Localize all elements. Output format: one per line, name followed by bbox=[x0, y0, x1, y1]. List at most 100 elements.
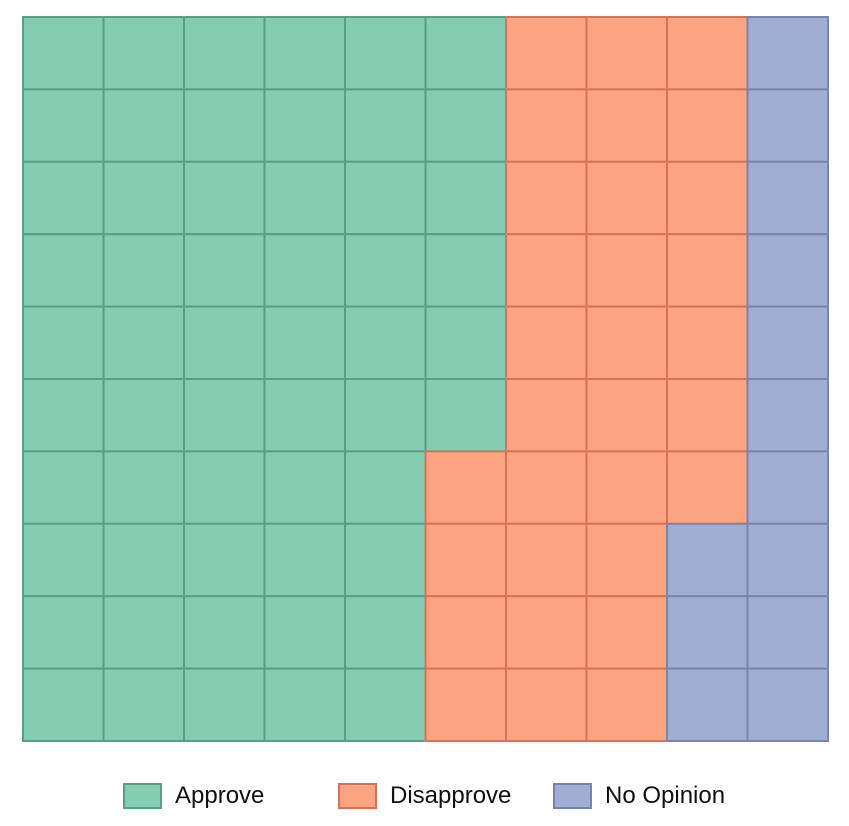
waffle-cell-disapprove bbox=[505, 88, 588, 163]
waffle-cells bbox=[22, 16, 829, 742]
waffle-cell-approve bbox=[102, 16, 185, 91]
waffle-cell-approve bbox=[22, 16, 105, 91]
legend-swatch-no-opinion bbox=[553, 783, 592, 809]
waffle-cell-no-opinion bbox=[746, 667, 829, 742]
waffle-cell-disapprove bbox=[505, 595, 588, 670]
legend-swatch-approve bbox=[123, 783, 162, 809]
legend-item-approve: Approve bbox=[123, 782, 264, 809]
waffle-cell-approve bbox=[263, 160, 346, 236]
waffle-cell-disapprove bbox=[505, 16, 588, 91]
waffle-cell-disapprove bbox=[666, 450, 749, 525]
waffle-cell-no-opinion bbox=[746, 160, 829, 236]
waffle-cell-disapprove bbox=[505, 305, 588, 381]
waffle-cell-disapprove bbox=[585, 160, 668, 236]
waffle-cell-no-opinion bbox=[746, 233, 829, 308]
waffle-cell-disapprove bbox=[424, 522, 507, 598]
waffle-cell-disapprove bbox=[505, 667, 588, 742]
waffle-cell-approve bbox=[183, 16, 266, 91]
waffle-cell-approve bbox=[344, 160, 427, 236]
waffle-cell-no-opinion bbox=[746, 522, 829, 598]
legend: Approve Disapprove No Opinion bbox=[123, 782, 725, 809]
waffle-cell-disapprove bbox=[424, 450, 507, 525]
waffle-cell-disapprove bbox=[585, 522, 668, 598]
waffle-cell-approve bbox=[102, 667, 185, 742]
waffle-cell-approve bbox=[102, 595, 185, 670]
waffle-cell-approve bbox=[263, 88, 346, 163]
waffle-cell-no-opinion bbox=[746, 450, 829, 525]
waffle-cell-approve bbox=[344, 450, 427, 525]
waffle-cell-approve bbox=[344, 378, 427, 453]
waffle-cell-no-opinion bbox=[666, 595, 749, 670]
waffle-cell-approve bbox=[263, 305, 346, 381]
waffle-cell-approve bbox=[183, 233, 266, 308]
waffle-cell-disapprove bbox=[505, 378, 588, 453]
waffle-cell-approve bbox=[424, 378, 507, 453]
waffle-cell-approve bbox=[344, 305, 427, 381]
waffle-cell-approve bbox=[183, 305, 266, 381]
waffle-cell-approve bbox=[183, 450, 266, 525]
waffle-cell-disapprove bbox=[666, 233, 749, 308]
legend-item-no-opinion: No Opinion bbox=[553, 782, 725, 809]
waffle-cell-approve bbox=[22, 305, 105, 381]
waffle-cell-approve bbox=[22, 450, 105, 525]
waffle-cell-no-opinion bbox=[746, 16, 829, 91]
waffle-cell-disapprove bbox=[424, 667, 507, 742]
waffle-cell-approve bbox=[183, 378, 266, 453]
waffle-cell-disapprove bbox=[505, 233, 588, 308]
waffle-cell-approve bbox=[22, 160, 105, 236]
waffle-cell-disapprove bbox=[666, 16, 749, 91]
waffle-cell-approve bbox=[183, 667, 266, 742]
waffle-cell-disapprove bbox=[666, 305, 749, 381]
waffle-cell-approve bbox=[22, 667, 105, 742]
waffle-cell-approve bbox=[102, 378, 185, 453]
waffle-cell-disapprove bbox=[585, 378, 668, 453]
waffle-cell-disapprove bbox=[505, 450, 588, 525]
waffle-cell-approve bbox=[183, 88, 266, 163]
waffle-cell-approve bbox=[344, 522, 427, 598]
waffle-cell-approve bbox=[22, 595, 105, 670]
waffle-cell-no-opinion bbox=[746, 378, 829, 453]
waffle-cell-approve bbox=[183, 595, 266, 670]
waffle-cell-approve bbox=[102, 305, 185, 381]
waffle-cell-approve bbox=[424, 16, 507, 91]
waffle-cell-approve bbox=[183, 522, 266, 598]
waffle-cell-approve bbox=[263, 378, 346, 453]
waffle-cell-approve bbox=[22, 522, 105, 598]
waffle-cell-disapprove bbox=[585, 233, 668, 308]
waffle-cell-approve bbox=[22, 233, 105, 308]
waffle-cell-no-opinion bbox=[746, 595, 829, 670]
waffle-cell-no-opinion bbox=[666, 667, 749, 742]
waffle-cell-disapprove bbox=[585, 88, 668, 163]
waffle-cell-approve bbox=[424, 305, 507, 381]
waffle-cell-approve bbox=[344, 595, 427, 670]
waffle-cell-approve bbox=[22, 378, 105, 453]
waffle-cell-approve bbox=[263, 16, 346, 91]
waffle-cell-disapprove bbox=[585, 450, 668, 525]
waffle-cell-disapprove bbox=[585, 16, 668, 91]
waffle-cell-approve bbox=[183, 160, 266, 236]
waffle-cell-approve bbox=[424, 233, 507, 308]
legend-swatch-disapprove bbox=[338, 783, 377, 809]
waffle-cell-approve bbox=[102, 160, 185, 236]
waffle-cell-approve bbox=[263, 522, 346, 598]
legend-label-approve: Approve bbox=[175, 782, 264, 809]
waffle-cell-approve bbox=[344, 233, 427, 308]
legend-item-disapprove: Disapprove bbox=[338, 782, 511, 809]
waffle-cell-approve bbox=[424, 88, 507, 163]
legend-label-disapprove: Disapprove bbox=[390, 782, 511, 809]
waffle-cell-approve bbox=[263, 667, 346, 742]
waffle-cell-approve bbox=[344, 16, 427, 91]
waffle-cell-approve bbox=[263, 450, 346, 525]
waffle-cell-approve bbox=[424, 160, 507, 236]
waffle-cell-approve bbox=[102, 522, 185, 598]
waffle-cell-disapprove bbox=[424, 595, 507, 670]
waffle-cell-disapprove bbox=[585, 595, 668, 670]
waffle-cell-disapprove bbox=[505, 160, 588, 236]
waffle-cell-approve bbox=[22, 88, 105, 163]
waffle-cell-disapprove bbox=[585, 305, 668, 381]
waffle-cell-no-opinion bbox=[746, 305, 829, 381]
waffle-cell-approve bbox=[102, 450, 185, 525]
waffle-cell-approve bbox=[263, 233, 346, 308]
waffle-cell-disapprove bbox=[585, 667, 668, 742]
